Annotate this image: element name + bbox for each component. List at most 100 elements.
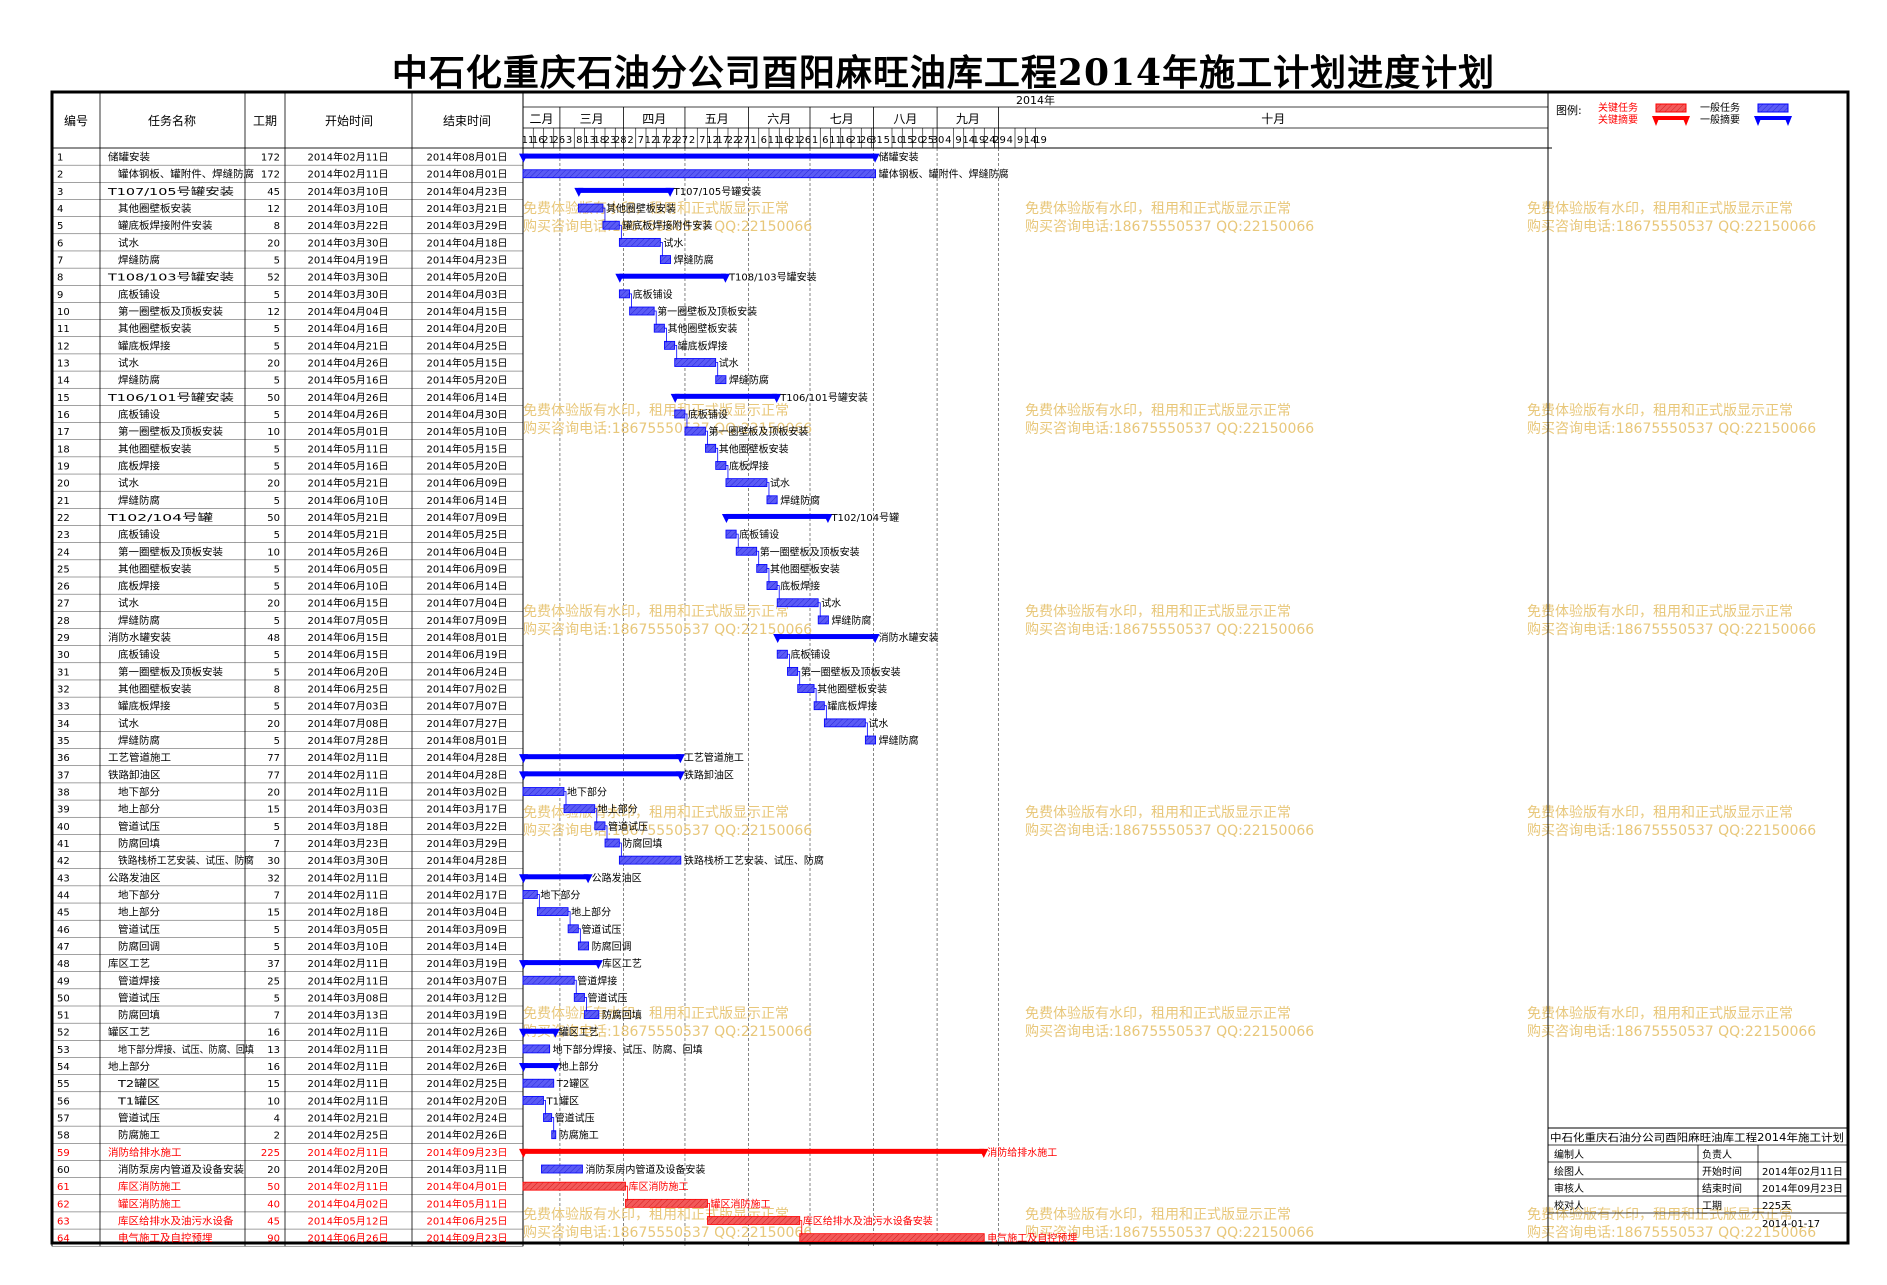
- summary-start-marker: [519, 1148, 528, 1158]
- task-bar: [618, 855, 682, 865]
- summary-end-marker: [665, 187, 675, 197]
- task-name: T1罐区: [117, 1094, 160, 1107]
- task-bar: [522, 787, 565, 796]
- task-duration: 5: [274, 993, 280, 1004]
- task-duration: 5: [274, 256, 280, 267]
- task-id: 19: [57, 461, 70, 472]
- task-id: 5: [57, 221, 63, 232]
- task-start: 2014年02月11日: [308, 168, 389, 181]
- watermark-line1: 免费体验版有水印，租用和正式版显示正常: [1025, 403, 1291, 419]
- task-start: 2014年06月15日: [308, 648, 389, 661]
- task-id: 32: [57, 685, 70, 696]
- legend-normal-task-swatch: [1757, 103, 1789, 113]
- dependency-link: [619, 224, 622, 240]
- task-name: 其他圈壁板安装: [118, 562, 192, 575]
- task-start: 2014年05月21日: [308, 528, 389, 541]
- task-bar: [594, 821, 606, 831]
- bar-label: 焊缝防腐: [831, 614, 871, 627]
- task-id: 9: [57, 290, 63, 301]
- day-tick-label: 12: [645, 135, 658, 146]
- task-id: 28: [57, 616, 70, 627]
- task-name: 铁路栈桥工艺安装、试压、防腐: [118, 854, 254, 867]
- task-id: 18: [57, 444, 70, 455]
- task-bar: [522, 1095, 544, 1105]
- task-start: 2014年04月16日: [308, 322, 389, 335]
- day-tick-label: 18: [593, 135, 606, 146]
- task-start: 2014年03月23日: [308, 837, 389, 850]
- bar-label: 底板焊接: [729, 459, 769, 472]
- bar-label: 第一圈壁板及顶板安装: [657, 305, 757, 318]
- day-tick-label: 2: [689, 135, 695, 146]
- summary-end-marker: [870, 153, 880, 163]
- day-tick-label: 7: [699, 135, 705, 146]
- task-name: 焊缝防腐: [118, 494, 160, 507]
- task-end: 2014年04月03日: [427, 288, 508, 301]
- task-id: 26: [57, 582, 70, 593]
- task-bar: [715, 375, 727, 385]
- day-tick-label: 1: [750, 135, 756, 146]
- bar-label: 焊缝防腐: [674, 254, 714, 267]
- task-end: 2014年06月24日: [427, 665, 508, 678]
- task-name: 试水: [118, 357, 139, 370]
- task-start: 2014年06月15日: [308, 631, 389, 644]
- task-start: 2014年02月11日: [308, 1077, 389, 1090]
- task-id: 7: [57, 256, 63, 267]
- task-id: 55: [57, 1079, 70, 1090]
- task-bar: [563, 804, 596, 814]
- watermark-line2: 购买咨询电话:18675550537 QQ:22150066: [1025, 421, 1314, 437]
- task-name: 管道试压: [118, 1112, 160, 1125]
- task-duration: 172: [261, 153, 280, 164]
- task-duration: 5: [274, 444, 280, 455]
- task-name: 底板铺设: [118, 528, 160, 541]
- watermark-line2: 购买咨询电话:18675550537 QQ:22150066: [1527, 219, 1816, 235]
- task-name: 试水: [118, 717, 139, 730]
- summary-end-marker: [550, 1028, 560, 1038]
- task-end: 2014年06月14日: [427, 494, 508, 507]
- task-name: 管道焊接: [118, 974, 160, 987]
- task-bar: [799, 1233, 985, 1243]
- task-end: 2014年04月20日: [427, 322, 508, 335]
- bar-label: 第一圈壁板及顶板安装: [801, 665, 901, 678]
- dependency-link: [756, 550, 760, 566]
- bar-label: 铁路栈桥工艺安装、试压、防腐: [684, 854, 824, 867]
- task-end: 2014年05月20日: [427, 271, 508, 284]
- task-name: 罐底板焊接: [118, 339, 171, 352]
- summary-end-marker: [583, 874, 593, 884]
- watermark-line2: 购买咨询电话:18675550537 QQ:22150066: [1025, 823, 1314, 839]
- task-end: 2014年02月24日: [427, 1112, 508, 1125]
- task-start: 2014年03月08日: [308, 991, 389, 1004]
- task-start: 2014年06月20日: [308, 665, 389, 678]
- legend-critical-task: 关键任务: [1598, 101, 1638, 114]
- task-name: 第一圈壁板及顶板安装: [118, 665, 223, 678]
- task-name: 公路发油区: [108, 871, 161, 884]
- task-start: 2014年06月05日: [308, 562, 389, 575]
- task-end: 2014年04月23日: [427, 254, 508, 267]
- info-label: 绘图人: [1554, 1165, 1584, 1178]
- dependency-link: [584, 997, 587, 1012]
- bar-label: 试水: [868, 717, 888, 730]
- task-duration: 30: [267, 856, 280, 867]
- bar-label: 管道焊接: [577, 974, 617, 987]
- day-tick-label: 31: [870, 135, 883, 146]
- bar-label: 试水: [821, 597, 841, 610]
- day-tick-label: 3: [566, 135, 572, 146]
- task-start: 2014年02月11日: [308, 768, 389, 781]
- task-end: 2014年03月11日: [427, 1163, 508, 1176]
- task-start: 2014年03月05日: [308, 923, 389, 936]
- task-id: 13: [57, 359, 70, 370]
- task-start: 2014年02月11日: [308, 1060, 389, 1073]
- task-name: T2罐区: [117, 1077, 160, 1090]
- watermark-line2: 购买咨询电话:18675550537 QQ:22150066: [1527, 1024, 1816, 1040]
- task-bar: [735, 546, 758, 556]
- task-start: 2014年04月02日: [308, 1197, 389, 1210]
- info-label: 编制人: [1554, 1148, 1584, 1161]
- task-bar: [536, 907, 569, 917]
- task-name: T106/101号罐安装: [107, 391, 234, 404]
- day-tick-label: 4: [1007, 135, 1013, 146]
- task-start: 2014年04月26日: [308, 357, 389, 370]
- task-duration: 5: [274, 582, 280, 593]
- task-bar: [577, 203, 604, 213]
- task-name: 底板焊接: [118, 580, 160, 593]
- task-start: 2014年05月16日: [308, 459, 389, 472]
